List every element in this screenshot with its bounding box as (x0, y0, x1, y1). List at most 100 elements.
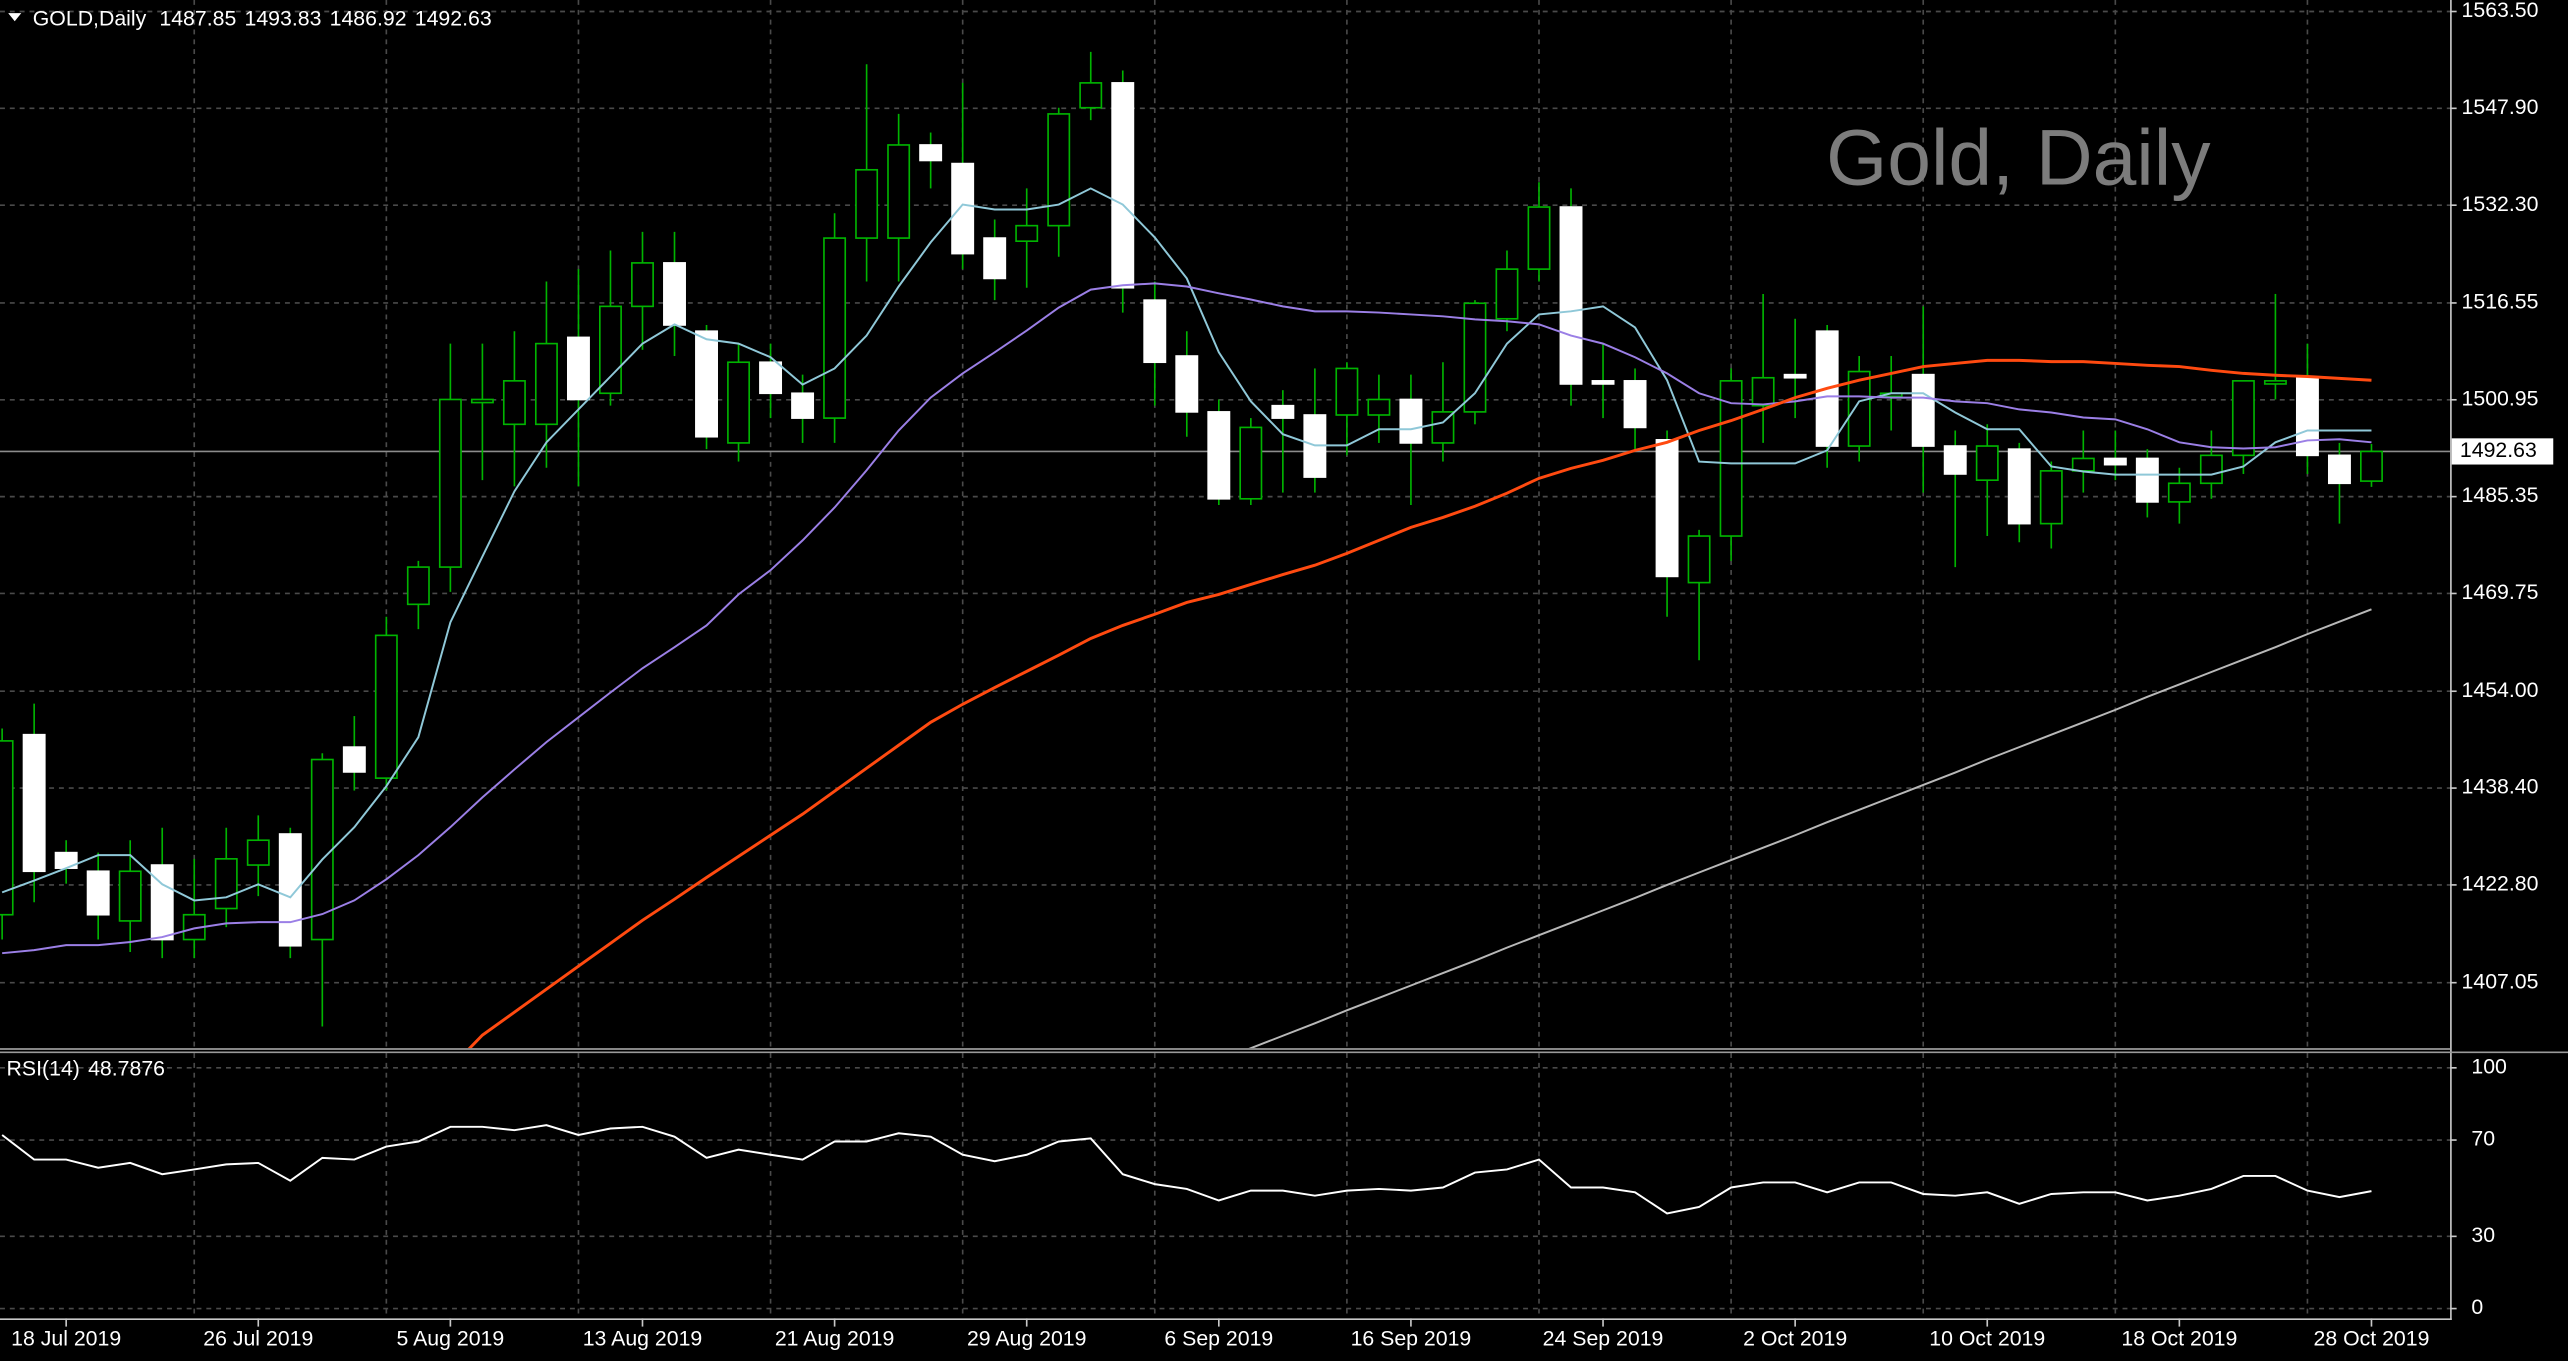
candle-body (502, 380, 526, 426)
y-tick-label: 1469.75 (2462, 580, 2539, 604)
candle-body (1207, 411, 1231, 500)
candle-body (1943, 445, 1967, 475)
candle-body (1239, 426, 1263, 500)
candle-body (1367, 398, 1391, 416)
candle-body (663, 262, 686, 326)
candle-body (1591, 380, 1615, 385)
rsi-line (1, 1124, 2372, 1215)
candle-body (823, 237, 847, 419)
candle-body (759, 361, 783, 395)
y-tick-label: 1500.95 (2462, 386, 2539, 410)
candle-body (374, 634, 398, 779)
candle-body (342, 746, 366, 773)
candle-body (1047, 113, 1071, 227)
candle-body (2199, 454, 2223, 485)
candle-body (2231, 380, 2255, 457)
candle-body (631, 262, 654, 308)
candle-body (599, 305, 622, 395)
watermark: Gold, Daily (1826, 114, 2211, 202)
y-tick-label: 1407.05 (2462, 969, 2539, 993)
x-tick-label: 18 Oct 2019 (2121, 1326, 2237, 1350)
candle-body (1687, 535, 1711, 584)
moving-average (1, 187, 2372, 902)
candle-body (1527, 206, 1551, 270)
y-tick-label: 1454.00 (2462, 678, 2539, 702)
candle-body (214, 858, 238, 910)
candle-body (727, 361, 751, 444)
candle-body (1431, 411, 1455, 444)
x-tick-label: 2 Oct 2019 (1743, 1326, 1847, 1350)
header-low: 1486.92 (330, 6, 407, 30)
candle-body (150, 864, 174, 941)
x-tick-label: 29 Aug 2019 (967, 1326, 1087, 1350)
candle-body (86, 870, 110, 916)
y-tick-label: 1438.40 (2462, 775, 2539, 799)
candle-body (2007, 448, 2031, 525)
moving-average (2, 282, 2372, 955)
candle-body (1975, 445, 1999, 481)
candle-body (919, 144, 943, 162)
candle-body (246, 839, 270, 866)
y-tick-label: 1516.55 (2462, 290, 2539, 314)
y-tick-label: 1422.80 (2462, 872, 2539, 896)
candle-body (855, 168, 879, 239)
symbol: GOLD,Daily (33, 6, 147, 30)
candle-body (118, 870, 142, 922)
rsi-name: RSI(14) (7, 1056, 80, 1080)
candle-body (1175, 355, 1199, 413)
price-badge (2451, 438, 2554, 465)
candle-body (2263, 380, 2287, 385)
candle-body (406, 566, 430, 606)
x-tick-label: 10 Oct 2019 (1929, 1326, 2045, 1350)
x-tick-label: 16 Sep 2019 (1351, 1326, 1472, 1350)
candle-body (887, 144, 911, 239)
candle-body (2071, 457, 2095, 472)
candle-body (2103, 457, 2127, 466)
header-open: 1487.85 (159, 6, 236, 30)
y-tick-label: 1547.90 (2462, 95, 2539, 119)
candle-body (1015, 224, 1039, 242)
candle-body (1911, 373, 1935, 447)
rsi-panel (1, 1124, 2372, 1215)
candle-body (1623, 380, 1647, 429)
x-tick-label: 21 Aug 2019 (775, 1326, 895, 1350)
candle-body (983, 237, 1007, 280)
x-tick-label: 6 Sep 2019 (1164, 1326, 1273, 1350)
candle-body (310, 758, 334, 941)
candle-body (791, 392, 815, 419)
chart-header: GOLD,Daily 1487.85 1493.83 1486.92 1492.63 (33, 6, 492, 30)
candle-body (1655, 439, 1679, 578)
header-high: 1493.83 (245, 6, 322, 30)
rsi-tick-label: 30 (2471, 1223, 2495, 1247)
candle-body (2360, 450, 2383, 482)
candle-body (1079, 82, 1103, 109)
candle-body (1783, 373, 1807, 379)
rsi-last: 48.7876 (88, 1056, 165, 1080)
menu-triangle (8, 13, 22, 22)
candle-body (1271, 404, 1295, 419)
rsi-tick-label: 0 (2471, 1295, 2483, 1319)
candle-body (2295, 376, 2319, 457)
candle-body (951, 162, 975, 255)
candle-body (1399, 398, 1423, 444)
candle-body (0, 740, 14, 916)
candle-body (1495, 268, 1519, 320)
candle-body (22, 733, 46, 873)
rsi-tick-label: 70 (2471, 1127, 2495, 1151)
candle-body (1111, 82, 1135, 289)
candle-body (1847, 370, 1871, 447)
header-close: 1492.63 (415, 6, 492, 30)
candle-body (1143, 299, 1167, 364)
rsi-header: RSI(14) 48.7876 (7, 1056, 165, 1080)
candle-body (470, 398, 494, 404)
candle-body (1751, 376, 1775, 407)
candle-body (695, 330, 718, 438)
price-badge-label: 1492.63 (2460, 438, 2537, 462)
candle-body (566, 336, 590, 401)
candle-body (2327, 454, 2351, 485)
price-panel (0, 51, 2451, 1049)
